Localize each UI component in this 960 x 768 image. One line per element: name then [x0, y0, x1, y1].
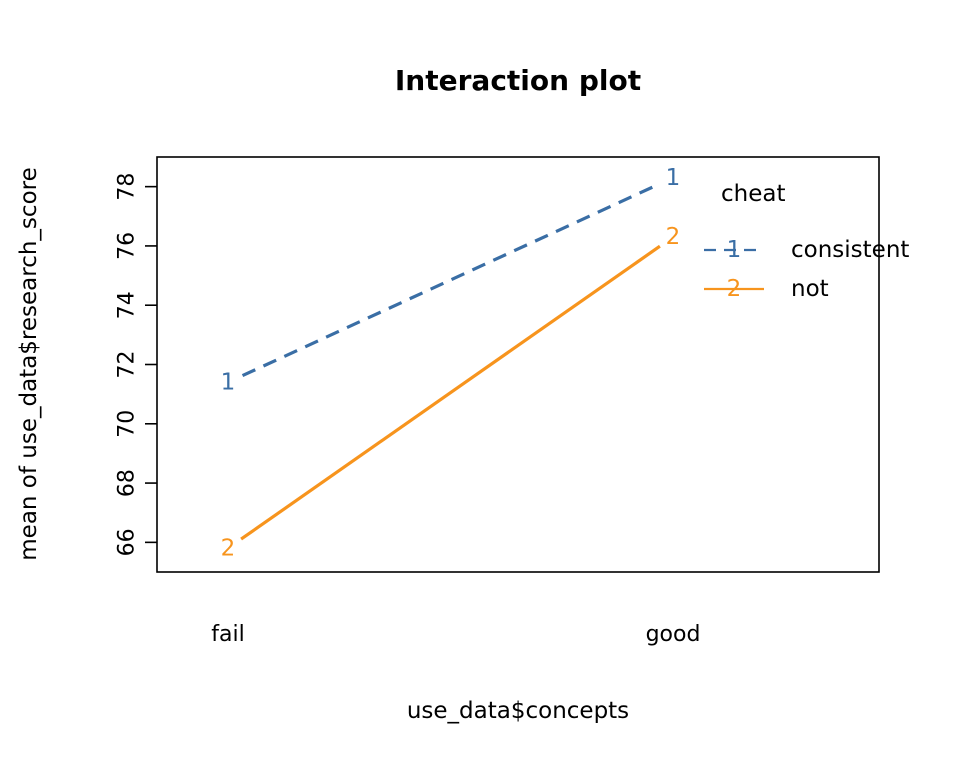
- data-point-marker: 1: [666, 165, 681, 191]
- legend-marker: 1: [727, 237, 742, 263]
- data-point-marker: 2: [221, 535, 236, 561]
- x-axis-label: use_data$concepts: [407, 698, 629, 724]
- x-axis: fail good: [211, 622, 700, 647]
- y-tick-label: 74: [115, 291, 140, 319]
- series-line: [240, 244, 661, 541]
- x-tick-label: good: [646, 622, 701, 647]
- data-point-marker: 2: [666, 224, 681, 250]
- series-consistent: 11: [221, 165, 681, 396]
- y-axis-label: mean of use_data$research_score: [16, 167, 42, 560]
- legend-label: not: [791, 276, 829, 302]
- chart-title: Interaction plot: [395, 64, 641, 97]
- y-tick-label: 70: [115, 410, 140, 438]
- y-tick-label: 66: [115, 528, 140, 556]
- legend-label: consistent: [791, 237, 909, 263]
- y-tick-label: 72: [115, 351, 140, 379]
- y-tick-label: 78: [115, 173, 140, 201]
- series-not: 22: [221, 224, 681, 561]
- y-tick-label: 68: [115, 469, 140, 497]
- legend-marker: 2: [727, 276, 742, 302]
- legend-item-not: 2 not: [704, 276, 829, 302]
- legend: cheat 1 consistent 2 not: [704, 181, 909, 302]
- y-tick-label: 76: [115, 232, 140, 260]
- legend-item-consistent: 1 consistent: [704, 237, 909, 263]
- series-line: [241, 182, 660, 378]
- y-axis: 66 68 70 72 74 76 78: [115, 173, 157, 556]
- data-point-marker: 1: [221, 369, 236, 395]
- x-tick-label: fail: [211, 622, 244, 647]
- legend-title: cheat: [721, 181, 786, 207]
